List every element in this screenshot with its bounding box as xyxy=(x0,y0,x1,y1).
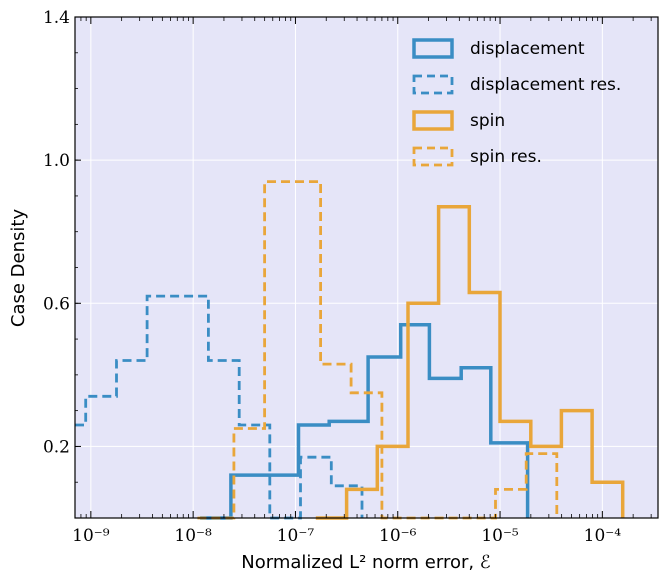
legend-label: displacement xyxy=(470,39,585,59)
legend: displacement displacement res. spin spin re… xyxy=(412,38,621,167)
x-tick-label: 10⁻⁸ xyxy=(174,526,212,546)
series-spin xyxy=(315,204,625,520)
legend-label: spin xyxy=(470,111,505,131)
series-spin-res xyxy=(197,180,559,520)
series-displacement xyxy=(200,323,530,520)
legend-label: displacement res. xyxy=(470,75,621,95)
legend-swatch xyxy=(412,74,454,95)
x-axis-label: Normalized L² norm error, ℰ xyxy=(241,552,491,573)
y-tick-label: 0.6 xyxy=(43,294,70,314)
series-layer xyxy=(75,180,625,520)
legend-swatch xyxy=(412,110,454,131)
x-tick-label: 10⁻⁷ xyxy=(277,526,315,546)
x-tick-label: 10⁻⁵ xyxy=(481,526,519,546)
y-tick-label: 1.4 xyxy=(43,8,70,28)
legend-swatch xyxy=(412,146,454,167)
y-axis-label: Case Density xyxy=(8,209,29,328)
ticks: 0.2 0.6 1.0 1.4 10⁻⁹ 10⁻⁸ 10⁻⁷ 10⁻⁶ 10⁻⁵ 10⁻⁴ xyxy=(43,8,652,546)
legend-swatch xyxy=(412,38,454,59)
series-displacement-res xyxy=(75,294,364,520)
y-tick-label: 1.0 xyxy=(43,151,70,171)
y-tick-label: 0.2 xyxy=(43,437,70,457)
x-tick-label: 10⁻⁴ xyxy=(584,526,622,546)
x-tick-label: 10⁻⁹ xyxy=(72,526,110,546)
legend-label: spin res. xyxy=(470,147,542,167)
x-tick-label: 10⁻⁶ xyxy=(379,526,417,546)
